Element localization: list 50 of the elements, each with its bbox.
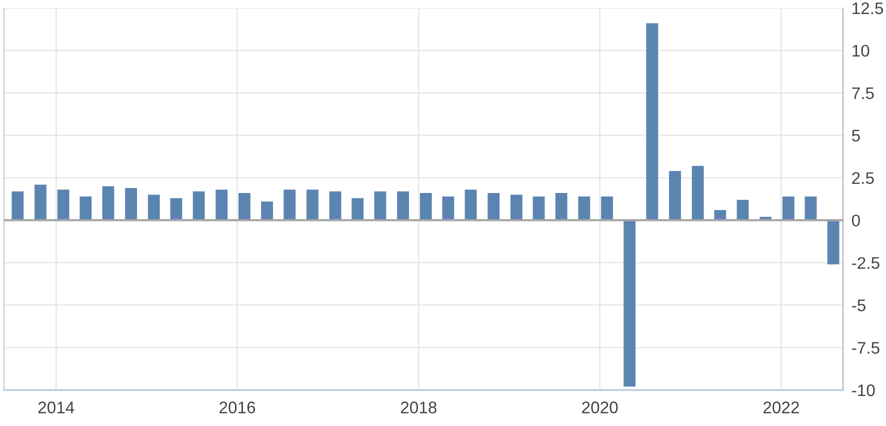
bar: [692, 166, 704, 220]
bar: [442, 196, 454, 220]
y-tick-label: 12.5: [852, 2, 884, 14]
bar: [352, 198, 364, 220]
bar: [192, 191, 205, 220]
bar: [827, 220, 840, 264]
y-tick-label: 10: [852, 44, 870, 57]
y-tick-label: -7.5: [852, 342, 880, 354]
bar: [374, 191, 386, 220]
bar: [601, 196, 613, 220]
bar: [624, 220, 636, 387]
bar: [216, 190, 228, 220]
x-tick-label: 2020: [582, 402, 618, 414]
bar: [669, 170, 681, 220]
bar: [261, 202, 273, 220]
bar: [420, 193, 432, 220]
y-tick-label: 0: [852, 214, 860, 226]
bar: [170, 198, 182, 220]
bar: [532, 196, 545, 220]
bar: [306, 190, 318, 220]
bar: [397, 191, 409, 220]
bar: [284, 190, 296, 220]
bar: [646, 23, 658, 220]
bar: [102, 186, 114, 220]
y-tick-label: -5: [852, 300, 866, 312]
bar: [34, 184, 46, 220]
bar: [782, 196, 794, 220]
x-tick-label: 2014: [38, 402, 74, 414]
bar: [488, 193, 500, 220]
x-tick-label: 2016: [220, 402, 256, 414]
bar: [804, 196, 817, 220]
bar: [510, 194, 522, 220]
bar: [80, 196, 92, 220]
y-tick-label: 5: [852, 130, 860, 142]
bar: [57, 190, 70, 220]
x-tick-label: 2022: [764, 402, 799, 414]
bar: [148, 194, 160, 220]
y-tick-label: 7.5: [852, 87, 874, 100]
x-tick-label: 2018: [400, 402, 436, 414]
bar: [12, 191, 24, 220]
y-tick-label: -2.5: [852, 257, 880, 269]
bar: [125, 188, 138, 220]
bar: [329, 191, 342, 220]
y-tick-label: 2.5: [852, 172, 874, 184]
bar: [736, 200, 749, 220]
bar: [464, 190, 477, 220]
bar: [555, 193, 568, 220]
bar: [238, 193, 250, 220]
y-tick-label: -10: [852, 384, 875, 396]
bar: [578, 196, 590, 220]
